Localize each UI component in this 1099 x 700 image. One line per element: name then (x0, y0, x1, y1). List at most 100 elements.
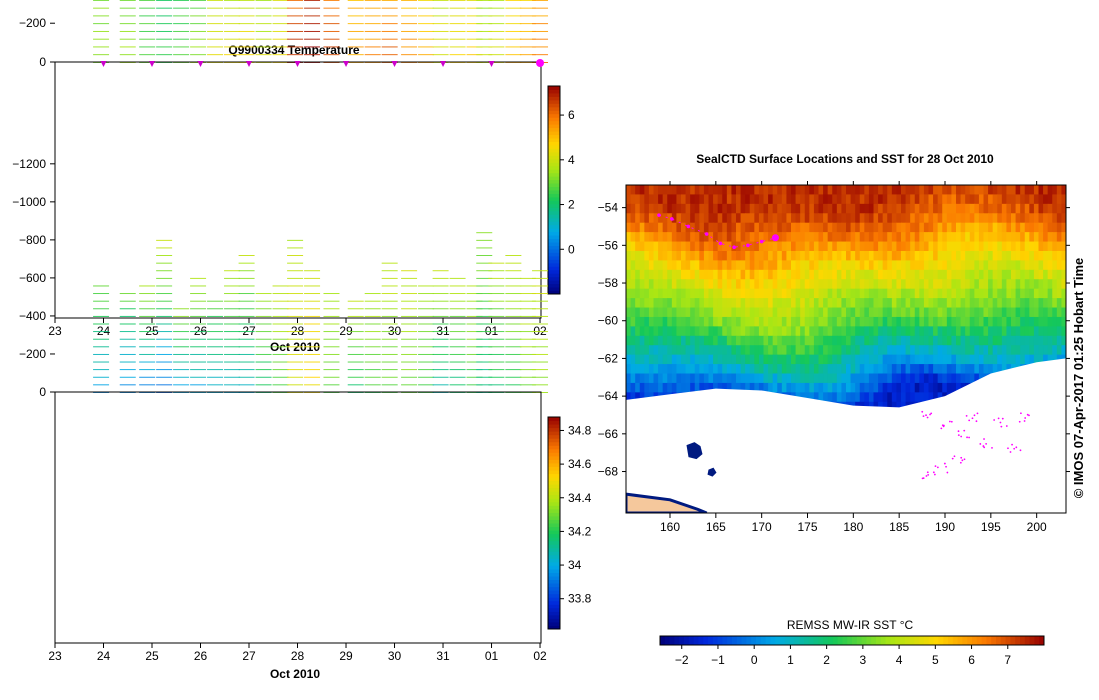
sst-cell (823, 250, 829, 262)
sst-cell (694, 335, 700, 346)
sst-cell (965, 241, 971, 252)
sst-cell (644, 279, 650, 290)
x-tick-label: 02 (533, 649, 547, 663)
sst-cell (1006, 213, 1012, 224)
sst-cell (731, 307, 737, 318)
y-tick-label: −1000 (12, 195, 46, 209)
profile-cell (449, 54, 466, 56)
survey-point (982, 445, 985, 447)
profile-cell (488, 23, 505, 25)
sst-cell (653, 203, 659, 214)
profile-cell (364, 54, 381, 56)
sst-cell (635, 288, 641, 299)
sst-colorbar-segment (722, 636, 728, 645)
profile-cell (488, 285, 505, 287)
profile-cell (238, 46, 255, 48)
profile-cell (272, 323, 289, 325)
sst-cell (942, 354, 948, 365)
sst-cell (777, 260, 783, 271)
sst-cell (951, 232, 957, 243)
sst-cell (717, 185, 723, 196)
profile-cell (449, 369, 466, 371)
sst-cell (630, 241, 636, 252)
sst-cell (1029, 316, 1035, 327)
sst-cell (905, 203, 911, 214)
sst-cell (722, 307, 728, 318)
sst-cell (804, 392, 810, 403)
profile-cell (304, 308, 321, 310)
sst-cell (626, 269, 632, 280)
sst-cell (1015, 345, 1021, 356)
sst-cell (896, 279, 902, 290)
sst-cell (662, 194, 668, 205)
profile-cell (93, 361, 110, 363)
colorbar-segment (548, 459, 560, 464)
sst-cell (910, 364, 916, 375)
sst-cell (1024, 232, 1030, 243)
sst-cell (658, 382, 664, 393)
sst-cell (639, 269, 645, 280)
sst-colorbar-segment (895, 636, 901, 645)
sst-cell (997, 232, 1003, 243)
sst-cell (626, 288, 632, 299)
sst-colorbar-segment (823, 636, 829, 645)
sst-cell (992, 298, 998, 309)
profile-marker (343, 61, 350, 67)
profile-cell (156, 369, 173, 371)
sst-cell (777, 269, 783, 280)
sst-colorbar-segment (727, 636, 733, 645)
sst-cell (923, 298, 930, 309)
sst-cell (717, 222, 723, 233)
sst-cell (859, 326, 865, 337)
profile-cell (466, 331, 483, 333)
sst-cell (800, 213, 806, 224)
sst-cell (933, 382, 939, 393)
sst-cell (662, 364, 668, 375)
sst-cell (639, 307, 645, 318)
sst-cell (726, 373, 733, 384)
sst-colorbar-segment (856, 636, 863, 645)
sst-cell (882, 335, 888, 346)
sst-cell (951, 194, 957, 205)
colorbar-segment (548, 231, 560, 236)
sst-cell (667, 307, 673, 318)
sst-cell (836, 382, 843, 393)
sst-cell (644, 335, 650, 346)
sst-cell (804, 298, 810, 309)
sst-cell (639, 194, 645, 205)
sst-cell (754, 364, 760, 375)
profile-cell (119, 38, 136, 40)
profile-column (119, 293, 136, 393)
sst-cell (878, 288, 884, 299)
sst-cell (910, 298, 916, 309)
sst-cell (713, 194, 719, 205)
temperature-plot-frame (54, 61, 542, 319)
profile-cell (519, 46, 536, 48)
sst-cell (841, 185, 847, 196)
sst-cell (846, 185, 852, 196)
sst-cell (644, 298, 650, 309)
sst-cell (813, 307, 820, 318)
sst-cell (997, 260, 1003, 271)
colorbar-segment (548, 484, 560, 489)
sst-cell (804, 345, 810, 356)
sst-cell (1038, 326, 1044, 337)
profile-cell (323, 308, 340, 310)
colorbar-segment (548, 551, 560, 556)
survey-point (957, 434, 960, 437)
x-tick-label: 01 (485, 324, 499, 338)
sst-cell (914, 222, 920, 233)
sst-cell (914, 241, 920, 252)
sst-cell (749, 185, 755, 196)
sst-cell (786, 354, 792, 365)
sst-cell (946, 307, 953, 318)
profile-cell (156, 331, 173, 333)
profile-cell (139, 293, 156, 295)
sst-cell (868, 392, 875, 403)
sst-cell (901, 382, 907, 393)
profile-cell (304, 30, 321, 32)
map-y-tick-label: −58 (598, 276, 619, 290)
sst-cell (846, 373, 852, 384)
profile-cell (255, 54, 272, 56)
sst-cell (836, 185, 843, 196)
